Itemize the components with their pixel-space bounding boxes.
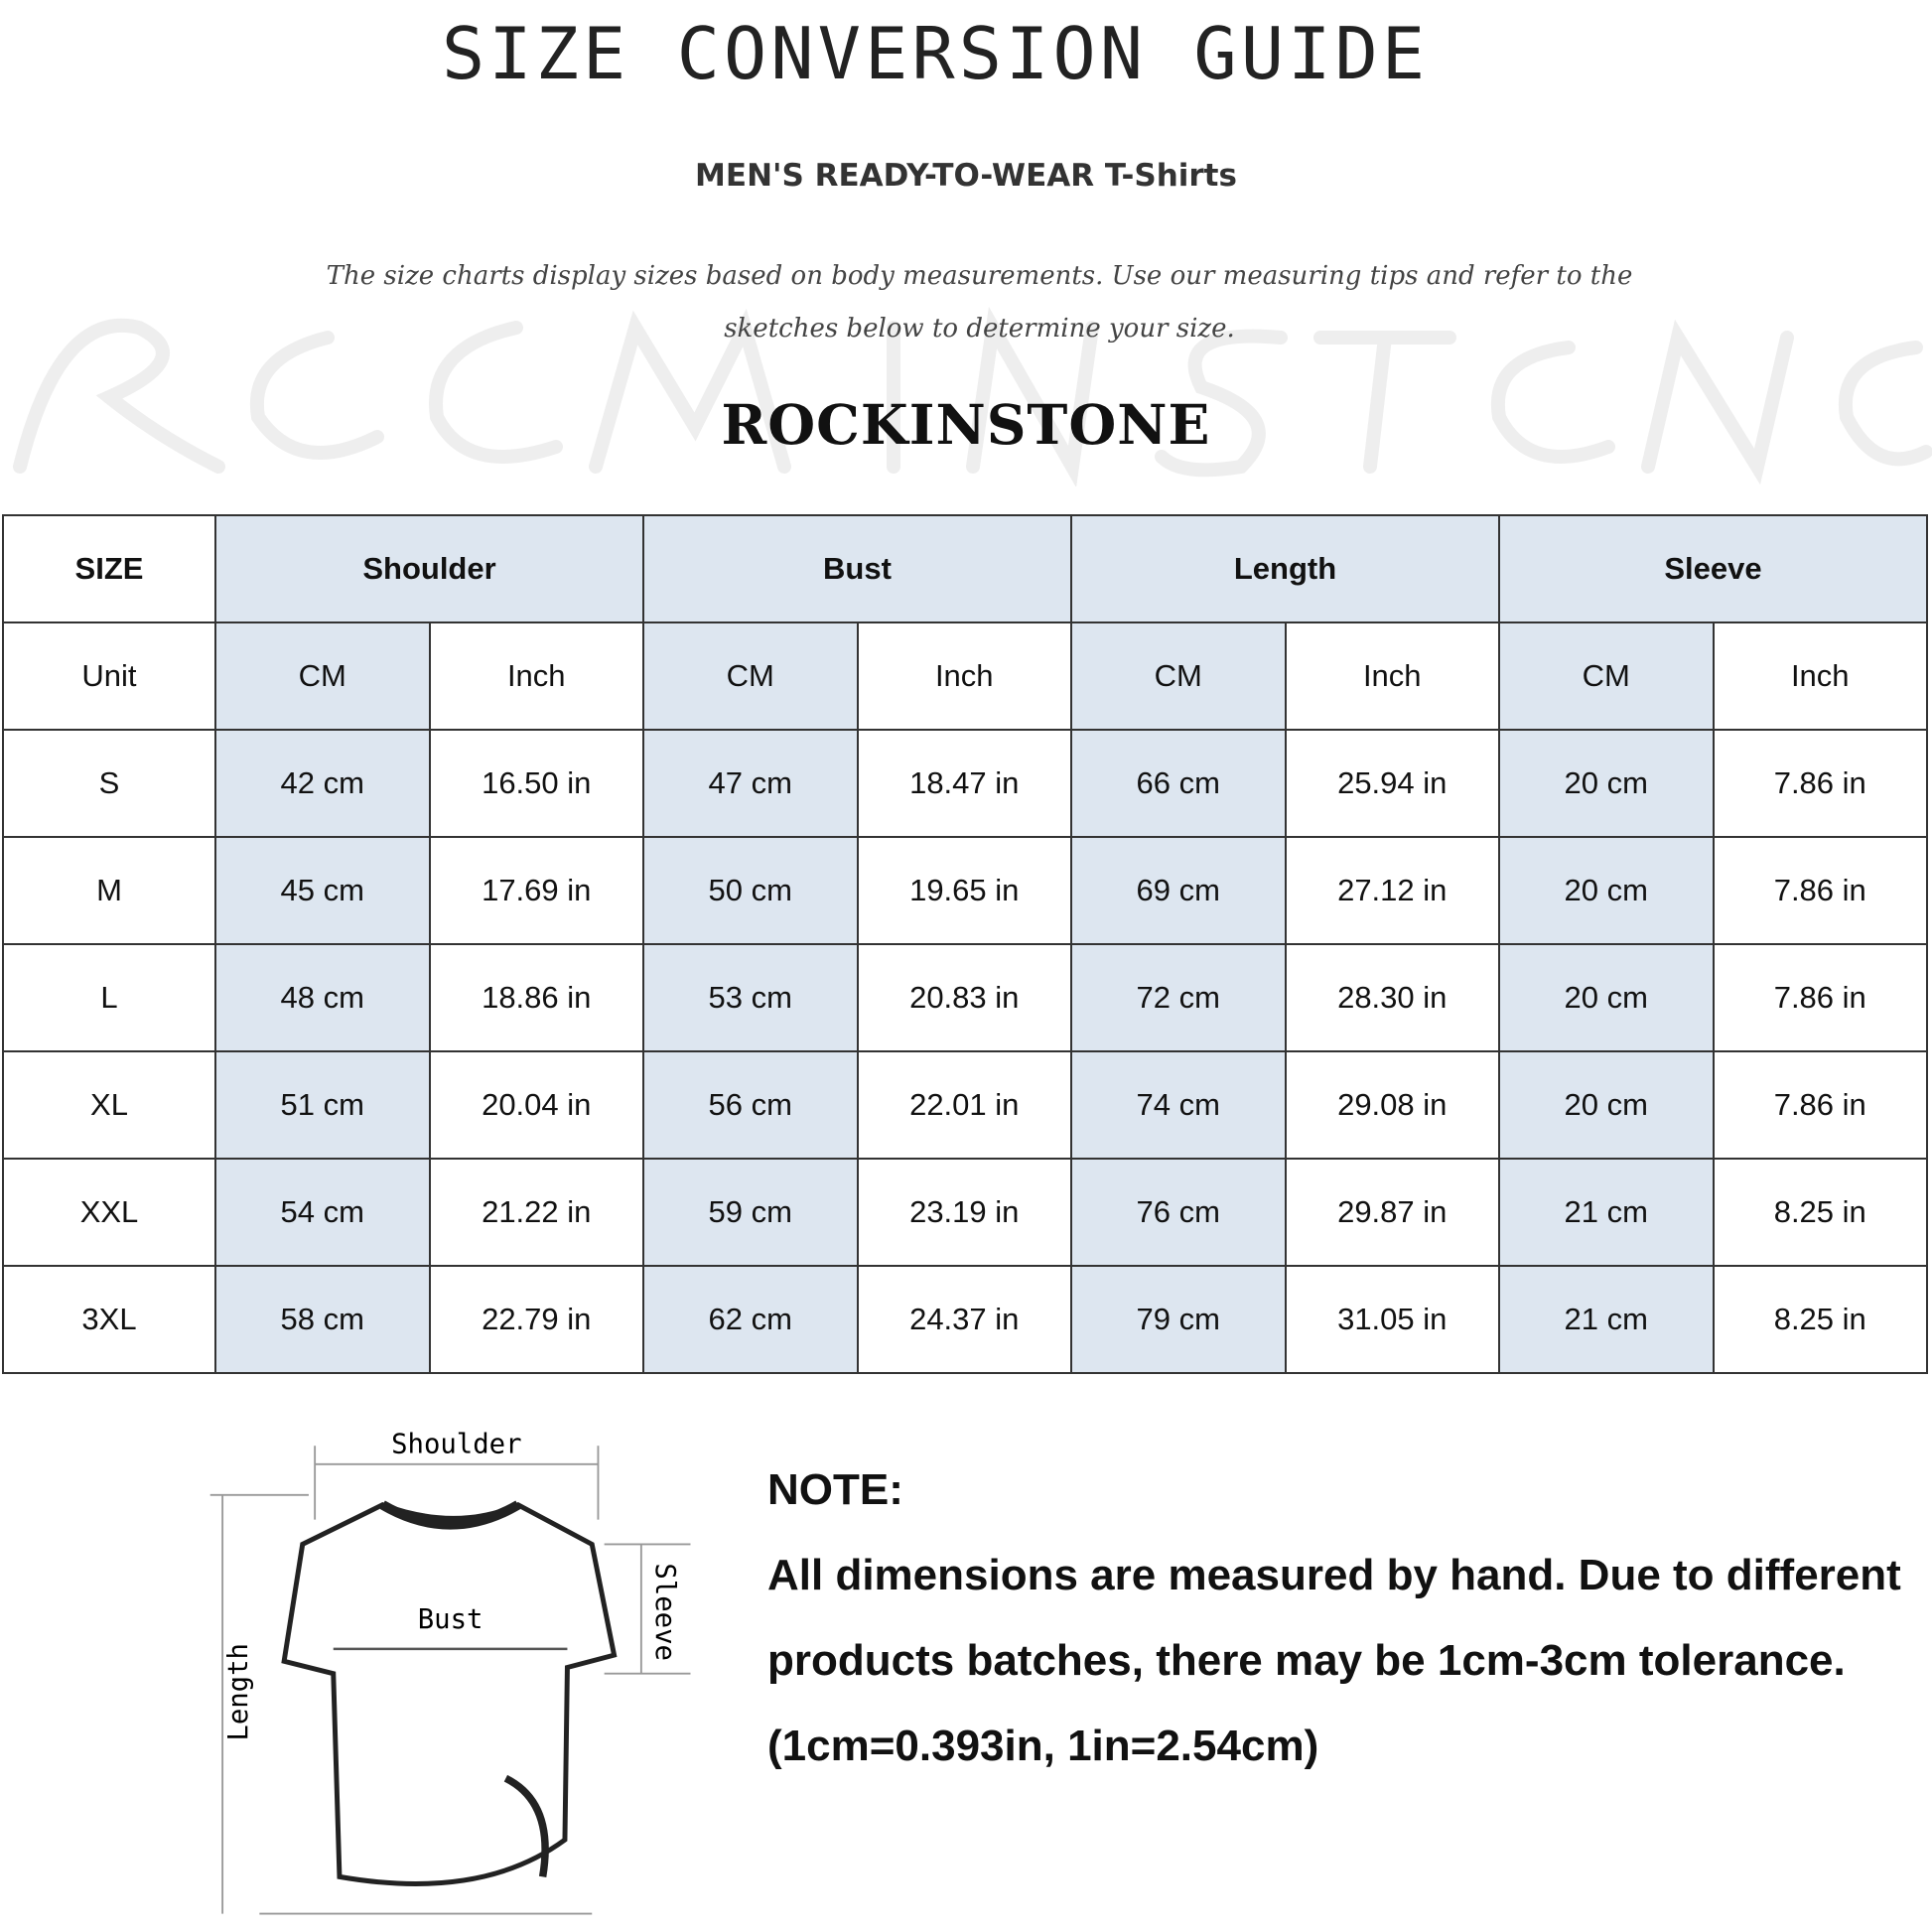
group-length: Length bbox=[1070, 514, 1500, 623]
note-heading: NOTE: bbox=[767, 1465, 903, 1514]
note: NOTE: All dimensions are measured by han… bbox=[767, 1448, 1909, 1789]
tshirt-measurement-sketch: Shoulder Bust Length Sleeve bbox=[209, 1430, 691, 1915]
value-cell: 20.04 in bbox=[428, 1050, 644, 1160]
subtitle: MEN'S READY-TO-WEAR T-Shirts bbox=[695, 158, 1237, 194]
table-row: XL 51 cm 20.04 in 56 cm 22.01 in 74 cm 29.08 i… bbox=[2, 1050, 1928, 1160]
value-cell: 18.47 in bbox=[856, 729, 1072, 838]
value-cell: 29.08 in bbox=[1284, 1050, 1500, 1160]
value-cell: 56 cm bbox=[642, 1050, 859, 1160]
value-cell: 25.94 in bbox=[1284, 729, 1500, 838]
value-cell: 54 cm bbox=[214, 1158, 431, 1267]
value-cell: 29.87 in bbox=[1284, 1158, 1500, 1267]
value-cell: 51 cm bbox=[214, 1050, 431, 1160]
value-cell: 59 cm bbox=[642, 1158, 859, 1267]
unit-row: Unit CM Inch CM Inch CM Inch CM Inch bbox=[2, 621, 1928, 731]
unit-cm: CM bbox=[1070, 621, 1287, 731]
value-cell: 18.86 in bbox=[428, 943, 644, 1052]
value-cell: 7.86 in bbox=[1712, 729, 1928, 838]
group-sleeve: Sleeve bbox=[1498, 514, 1928, 623]
sleeve-label: Sleeve bbox=[649, 1563, 680, 1661]
table-row: S 42 cm 16.50 in 47 cm 18.47 in 66 cm 25.94 in… bbox=[2, 729, 1928, 838]
value-cell: 21.22 in bbox=[428, 1158, 644, 1267]
value-cell: 28.30 in bbox=[1284, 943, 1500, 1052]
value-cell: 20 cm bbox=[1498, 943, 1715, 1052]
unit-inch: Inch bbox=[856, 621, 1072, 731]
value-cell: 21 cm bbox=[1498, 1158, 1715, 1267]
value-cell: 20 cm bbox=[1498, 729, 1715, 838]
value-cell: 8.25 in bbox=[1712, 1265, 1928, 1374]
size-cell: XL bbox=[2, 1050, 216, 1160]
unit-cm: CM bbox=[214, 621, 431, 731]
description: The size charts display sizes based on b… bbox=[326, 261, 1633, 344]
header-row: SIZE Shoulder Bust Length Sleeve bbox=[2, 514, 1928, 623]
value-cell: 20.83 in bbox=[856, 943, 1072, 1052]
table-row: M 45 cm 17.69 in 50 cm 19.65 in 69 cm 27.12 in… bbox=[2, 836, 1928, 945]
unit-inch: Inch bbox=[428, 621, 644, 731]
value-cell: 19.65 in bbox=[856, 836, 1072, 945]
value-cell: 23.19 in bbox=[856, 1158, 1072, 1267]
value-cell: 7.86 in bbox=[1712, 836, 1928, 945]
value-cell: 20 cm bbox=[1498, 836, 1715, 945]
value-cell: 24.37 in bbox=[856, 1265, 1072, 1374]
shoulder-label: Shoulder bbox=[391, 1430, 521, 1460]
length-label: Length bbox=[223, 1643, 254, 1741]
value-cell: 22.01 in bbox=[856, 1050, 1072, 1160]
table-row: 3XL 58 cm 22.79 in 62 cm 24.37 in 79 cm 31.05 … bbox=[2, 1265, 1928, 1374]
value-cell: 16.50 in bbox=[428, 729, 644, 838]
bust-label: Bust bbox=[418, 1604, 483, 1635]
page-title: SIZE CONVERSION GUIDE bbox=[441, 12, 1430, 95]
value-cell: 22.79 in bbox=[428, 1265, 644, 1374]
table-row: L 48 cm 18.86 in 53 cm 20.83 in 72 cm 28.30 in… bbox=[2, 943, 1928, 1052]
size-cell: S bbox=[2, 729, 216, 838]
value-cell: 7.86 in bbox=[1712, 943, 1928, 1052]
value-cell: 27.12 in bbox=[1284, 836, 1500, 945]
size-table: SIZE Shoulder Bust Length Sleeve Unit CM… bbox=[2, 514, 1928, 1374]
unit-cm: CM bbox=[1498, 621, 1715, 731]
value-cell: 72 cm bbox=[1070, 943, 1287, 1052]
size-cell: M bbox=[2, 836, 216, 945]
note-text: All dimensions are measured by hand. Due… bbox=[767, 1551, 1901, 1770]
value-cell: 69 cm bbox=[1070, 836, 1287, 945]
size-header: SIZE bbox=[2, 514, 216, 623]
value-cell: 45 cm bbox=[214, 836, 431, 945]
value-cell: 17.69 in bbox=[428, 836, 644, 945]
value-cell: 66 cm bbox=[1070, 729, 1287, 838]
value-cell: 31.05 in bbox=[1284, 1265, 1500, 1374]
value-cell: 48 cm bbox=[214, 943, 431, 1052]
value-cell: 79 cm bbox=[1070, 1265, 1287, 1374]
group-shoulder: Shoulder bbox=[214, 514, 644, 623]
value-cell: 76 cm bbox=[1070, 1158, 1287, 1267]
value-cell: 74 cm bbox=[1070, 1050, 1287, 1160]
unit-cm: CM bbox=[642, 621, 859, 731]
size-cell: XXL bbox=[2, 1158, 216, 1267]
value-cell: 47 cm bbox=[642, 729, 859, 838]
value-cell: 42 cm bbox=[214, 729, 431, 838]
value-cell: 7.86 in bbox=[1712, 1050, 1928, 1160]
table-row: XXL 54 cm 21.22 in 59 cm 23.19 in 76 cm 29.87 … bbox=[2, 1158, 1928, 1267]
value-cell: 20 cm bbox=[1498, 1050, 1715, 1160]
value-cell: 8.25 in bbox=[1712, 1158, 1928, 1267]
value-cell: 58 cm bbox=[214, 1265, 431, 1374]
unit-label: Unit bbox=[2, 621, 216, 731]
value-cell: 21 cm bbox=[1498, 1265, 1715, 1374]
unit-inch: Inch bbox=[1284, 621, 1500, 731]
watermark-logo bbox=[13, 306, 1932, 486]
brand-name: ROCKINSTONE bbox=[721, 392, 1211, 457]
unit-inch: Inch bbox=[1712, 621, 1928, 731]
size-cell: 3XL bbox=[2, 1265, 216, 1374]
value-cell: 50 cm bbox=[642, 836, 859, 945]
value-cell: 53 cm bbox=[642, 943, 859, 1052]
size-cell: L bbox=[2, 943, 216, 1052]
group-bust: Bust bbox=[642, 514, 1072, 623]
value-cell: 62 cm bbox=[642, 1265, 859, 1374]
